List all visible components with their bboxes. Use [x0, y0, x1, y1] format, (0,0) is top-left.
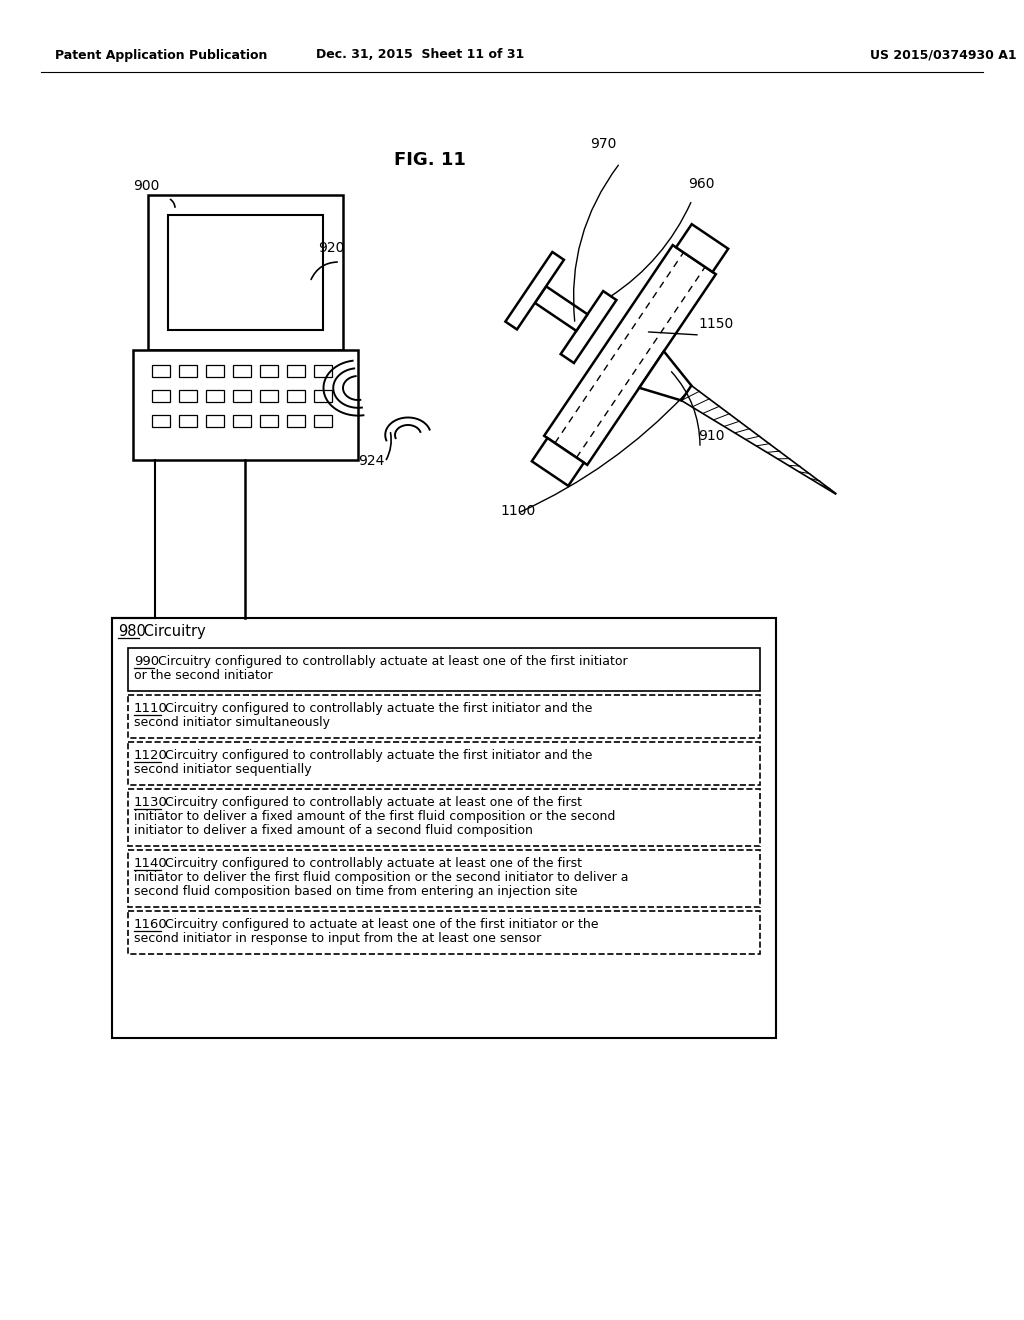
Bar: [128, 742, 760, 785]
Text: 960: 960: [688, 177, 715, 191]
Bar: [168, 215, 323, 330]
Bar: [314, 414, 332, 426]
Polygon shape: [506, 252, 564, 330]
Text: Circuitry configured to controllably actuate at least one of the first: Circuitry configured to controllably act…: [165, 796, 583, 809]
Bar: [260, 366, 278, 378]
Text: 924: 924: [358, 454, 384, 469]
Text: 1110: 1110: [134, 702, 168, 715]
Text: 920: 920: [318, 242, 344, 255]
Bar: [179, 389, 197, 403]
Bar: [179, 366, 197, 378]
Bar: [179, 414, 197, 426]
Bar: [128, 648, 760, 690]
Polygon shape: [639, 351, 691, 400]
Bar: [152, 389, 170, 403]
Text: 1100: 1100: [500, 504, 536, 517]
Text: Circuitry configured to controllably actuate the first initiator and the: Circuitry configured to controllably act…: [165, 748, 593, 762]
Polygon shape: [544, 246, 716, 465]
Text: Circuitry configured to controllably actuate at least one of the first initiator: Circuitry configured to controllably act…: [159, 655, 628, 668]
Bar: [206, 366, 224, 378]
Text: 990: 990: [134, 655, 159, 668]
Text: second initiator in response to input from the at least one sensor: second initiator in response to input fr…: [134, 932, 542, 945]
Bar: [128, 850, 760, 907]
Text: 970: 970: [590, 137, 616, 150]
Text: FIG. 11: FIG. 11: [394, 150, 466, 169]
Bar: [112, 618, 776, 1038]
Text: 1160: 1160: [134, 917, 168, 931]
Text: Circuitry configured to controllably actuate the first initiator and the: Circuitry configured to controllably act…: [165, 702, 593, 715]
Text: Circuitry configured to controllably actuate at least one of the first: Circuitry configured to controllably act…: [165, 857, 583, 870]
Text: 980: 980: [118, 624, 145, 639]
Text: or the second initiator: or the second initiator: [134, 669, 272, 682]
Bar: [233, 414, 251, 426]
Bar: [233, 389, 251, 403]
Bar: [260, 414, 278, 426]
Bar: [152, 366, 170, 378]
Polygon shape: [676, 224, 728, 272]
Bar: [133, 350, 358, 459]
Text: 1120: 1120: [134, 748, 168, 762]
Text: 910: 910: [698, 429, 725, 444]
Bar: [206, 389, 224, 403]
Text: second initiator simultaneously: second initiator simultaneously: [134, 715, 330, 729]
Bar: [314, 389, 332, 403]
Text: 1140: 1140: [134, 857, 168, 870]
Text: 900: 900: [133, 180, 160, 193]
Bar: [260, 389, 278, 403]
Polygon shape: [531, 438, 584, 486]
Text: initiator to deliver a fixed amount of the first fluid composition or the second: initiator to deliver a fixed amount of t…: [134, 810, 615, 822]
Bar: [206, 414, 224, 426]
Bar: [287, 366, 305, 378]
Text: Dec. 31, 2015  Sheet 11 of 31: Dec. 31, 2015 Sheet 11 of 31: [315, 49, 524, 62]
Bar: [233, 366, 251, 378]
Text: Circuitry configured to actuate at least one of the first initiator or the: Circuitry configured to actuate at least…: [165, 917, 599, 931]
Bar: [128, 696, 760, 738]
Bar: [314, 366, 332, 378]
Text: second fluid composition based on time from entering an injection site: second fluid composition based on time f…: [134, 884, 578, 898]
Text: initiator to deliver a fixed amount of a second fluid composition: initiator to deliver a fixed amount of a…: [134, 824, 532, 837]
Text: 1130: 1130: [134, 796, 168, 809]
Bar: [128, 911, 760, 954]
Polygon shape: [561, 292, 616, 363]
Text: Circuitry: Circuitry: [139, 624, 206, 639]
Bar: [152, 414, 170, 426]
Polygon shape: [535, 286, 588, 331]
Bar: [287, 389, 305, 403]
Bar: [128, 789, 760, 846]
Bar: [287, 414, 305, 426]
Text: US 2015/0374930 A1: US 2015/0374930 A1: [870, 49, 1017, 62]
Text: 1150: 1150: [698, 317, 733, 331]
Text: second initiator sequentially: second initiator sequentially: [134, 763, 311, 776]
Text: initiator to deliver the first fluid composition or the second initiator to deli: initiator to deliver the first fluid com…: [134, 871, 629, 884]
Text: Patent Application Publication: Patent Application Publication: [55, 49, 267, 62]
Bar: [148, 195, 343, 350]
